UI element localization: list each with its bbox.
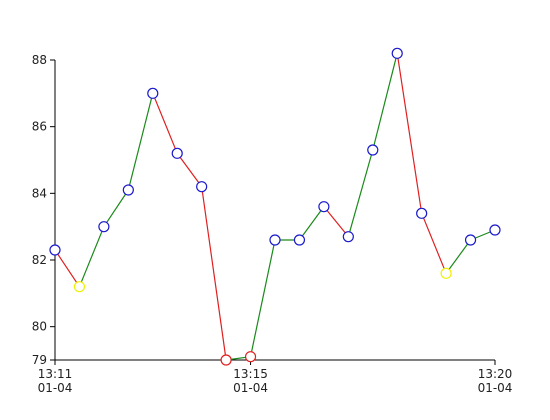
line-segment xyxy=(347,149,374,237)
x-tick-label-date: 01-04 xyxy=(38,381,73,395)
line-segment xyxy=(323,206,349,238)
data-point[interactable] xyxy=(244,351,257,363)
y-tick-label: 79 xyxy=(32,353,47,367)
x-tick-label-date: 01-04 xyxy=(233,381,268,395)
line-segment xyxy=(103,189,129,227)
x-tick-label-time: 13:15 xyxy=(233,367,268,381)
line-segment xyxy=(372,53,398,151)
line-segment xyxy=(249,239,276,357)
data-point[interactable] xyxy=(464,234,477,246)
line-segment xyxy=(445,239,472,274)
data-markers xyxy=(49,47,501,366)
chart-axes: 79808284868813:1101-0413:1501-0413:2001-… xyxy=(32,53,513,395)
data-point[interactable] xyxy=(440,267,452,279)
data-point[interactable] xyxy=(318,201,330,213)
x-tick-label-date: 01-04 xyxy=(478,381,513,395)
data-point[interactable] xyxy=(171,147,183,159)
line-segment xyxy=(298,206,325,241)
data-point[interactable] xyxy=(342,231,354,243)
y-tick-label: 82 xyxy=(32,253,47,267)
y-tick-label: 84 xyxy=(32,186,47,200)
y-tick-label: 80 xyxy=(32,320,47,334)
data-point[interactable] xyxy=(269,234,281,246)
data-point[interactable] xyxy=(122,184,134,196)
data-point[interactable] xyxy=(416,207,428,219)
data-point[interactable] xyxy=(220,354,232,366)
line-segments xyxy=(54,53,496,361)
line-segment xyxy=(176,152,203,188)
x-tick-label-time: 13:20 xyxy=(478,367,513,381)
line-segment xyxy=(78,226,105,287)
data-point[interactable] xyxy=(73,281,86,293)
data-point[interactable] xyxy=(49,244,61,256)
line-segment xyxy=(127,93,154,191)
data-point[interactable] xyxy=(367,144,379,156)
line-segment xyxy=(152,93,178,154)
y-tick-label: 86 xyxy=(32,120,47,134)
line-segment xyxy=(201,186,227,361)
y-tick-label: 88 xyxy=(32,53,47,67)
data-point[interactable] xyxy=(293,234,306,246)
line-segment xyxy=(54,249,80,287)
data-point[interactable] xyxy=(196,181,208,193)
data-point[interactable] xyxy=(98,221,110,233)
line-segment xyxy=(421,213,447,274)
data-point[interactable] xyxy=(147,87,159,99)
x-tick-label-time: 13:11 xyxy=(38,367,73,381)
line-segment xyxy=(396,53,423,214)
data-point[interactable] xyxy=(391,47,403,59)
data-point[interactable] xyxy=(489,224,501,236)
